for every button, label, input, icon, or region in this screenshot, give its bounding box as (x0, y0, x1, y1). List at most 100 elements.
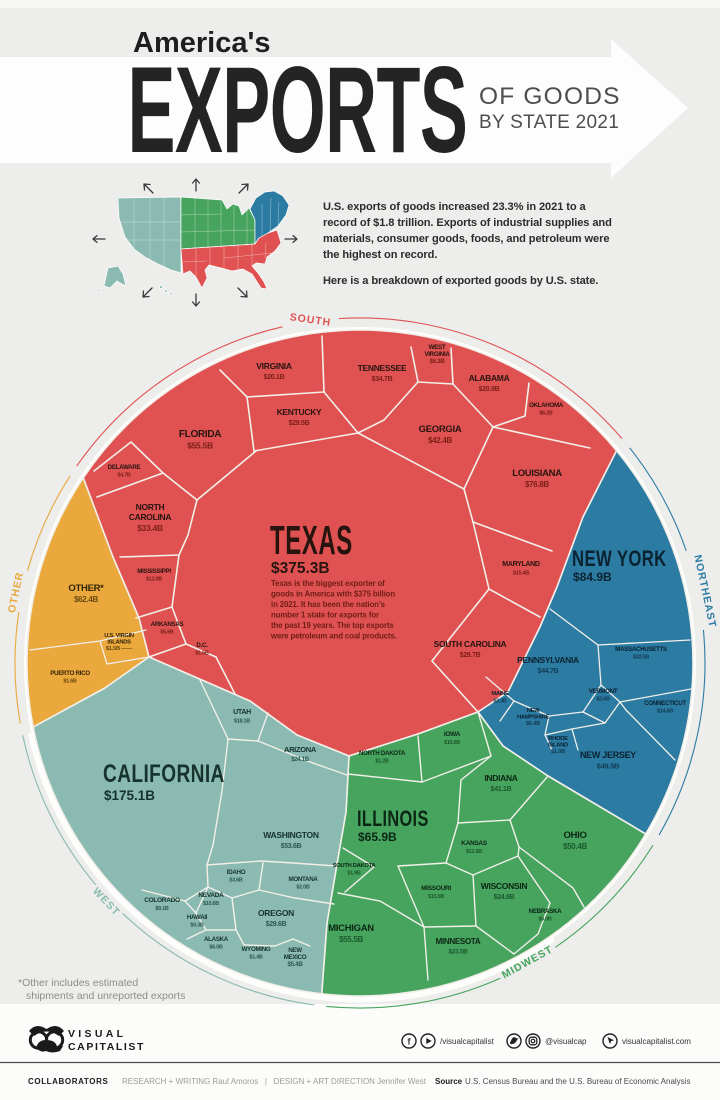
svg-text:*Other includes estimated: *Other includes estimated (18, 977, 138, 989)
svg-text:SOUTH CAROLINA: SOUTH CAROLINA (434, 639, 507, 649)
svg-text:MASSACHUSETTS: MASSACHUSETTS (615, 646, 667, 653)
svg-text:LOUISIANA: LOUISIANA (512, 468, 562, 479)
svg-text:$84.9B: $84.9B (573, 570, 612, 584)
svg-text:the past 19 years. The top exp: the past 19 years. The top exports (271, 621, 394, 630)
svg-text:OHIO: OHIO (563, 830, 586, 841)
svg-text:CAROLINA: CAROLINA (129, 512, 172, 522)
svg-text:$1.9B: $1.9B (347, 870, 361, 876)
svg-text:OF GOODS: OF GOODS (479, 83, 621, 110)
svg-text:$14.6B: $14.6B (657, 709, 673, 715)
svg-text:SOUTH DAKOTA: SOUTH DAKOTA (333, 863, 377, 869)
svg-text:$15.5B: $15.5B (428, 894, 444, 900)
svg-text:materials, consumer goods, foo: materials, consumer goods, foods, and pe… (323, 233, 609, 245)
svg-text:TENNESSEE: TENNESSEE (358, 363, 407, 373)
svg-text:$375.3B: $375.3B (271, 560, 330, 577)
svg-text:VERMONT: VERMONT (589, 688, 618, 695)
svg-text:GEORGIA: GEORGIA (419, 424, 462, 435)
svg-text:ARKANSAS: ARKANSAS (151, 621, 184, 628)
svg-text:$12.6B: $12.6B (466, 849, 482, 855)
svg-text:$9.1B: $9.1B (155, 906, 169, 912)
svg-text:in 2021. It has been the natio: in 2021. It has been the nation's (271, 600, 386, 609)
svg-text:shipments and unreported expor: shipments and unreported exports (26, 990, 185, 1002)
svg-text:NEBRASKA: NEBRASKA (529, 908, 562, 915)
svg-text:goods in America with $375 bil: goods in America with $375 billion (271, 590, 395, 599)
svg-text:PENNSYLVANIA: PENNSYLVANIA (517, 655, 579, 665)
svg-text:NEW: NEW (288, 947, 302, 954)
svg-text:HAMPSHIRE: HAMPSHIRE (517, 715, 550, 721)
svg-text:$76.8B: $76.8B (525, 480, 550, 489)
svg-text:COLORADO: COLORADO (144, 897, 180, 904)
svg-text:CONNECTICUT: CONNECTICUT (644, 700, 686, 707)
svg-text:$62.4B: $62.4B (74, 595, 99, 604)
svg-text:WISCONSIN: WISCONSIN (481, 881, 528, 891)
svg-text:MEXICO: MEXICO (284, 954, 307, 961)
svg-text:$1.5B ——: $1.5B —— (106, 646, 133, 652)
svg-text:NORTH: NORTH (136, 502, 165, 512)
svg-text:$3.6B: $3.6B (229, 878, 243, 884)
svg-text:SOUTH: SOUTH (289, 311, 332, 329)
svg-text:$2.0B: $2.0B (296, 885, 310, 891)
svg-text:$1.5B: $1.5B (195, 651, 209, 657)
svg-text:COLLABORATORS: COLLABORATORS (28, 1077, 108, 1086)
svg-text:$6.3B: $6.3B (429, 358, 445, 365)
svg-text:ALABAMA: ALABAMA (469, 373, 510, 383)
svg-text:$32.5B: $32.5B (633, 655, 649, 661)
svg-text:NEW: NEW (527, 708, 540, 714)
svg-text:America's: America's (133, 27, 270, 59)
svg-text:$44.7B: $44.7B (538, 668, 559, 675)
svg-text:$42.4B: $42.4B (428, 436, 453, 445)
svg-text:MARYLAND: MARYLAND (502, 561, 540, 568)
svg-text:MISSOURI: MISSOURI (421, 885, 451, 892)
svg-text:OKLAHOMA: OKLAHOMA (529, 402, 564, 409)
svg-text:$12.0B: $12.0B (146, 577, 162, 583)
svg-text:$41.1B: $41.1B (491, 786, 512, 793)
svg-text:ISLAND: ISLAND (548, 743, 568, 749)
svg-text:$5.4B: $5.4B (287, 961, 303, 968)
svg-text:record of $1.8 trillion. Expor: record of $1.8 trillion. Exports of indu… (323, 217, 612, 229)
svg-text:NEW JERSEY: NEW JERSEY (580, 750, 636, 760)
svg-text:MICHIGAN: MICHIGAN (328, 923, 374, 934)
svg-text:U.S. exports of goods increase: U.S. exports of goods increased 23.3% in… (323, 201, 587, 213)
svg-text:MINNESOTA: MINNESOTA (436, 937, 481, 946)
svg-text:NEW YORK: NEW YORK (572, 547, 667, 572)
svg-text:HAWAII: HAWAII (187, 914, 208, 921)
svg-text:$55.5B: $55.5B (187, 441, 213, 451)
svg-text:PUERTO RICO: PUERTO RICO (50, 670, 90, 677)
svg-text:$10.6B: $10.6B (203, 901, 219, 907)
svg-text:$18.1B: $18.1B (234, 719, 250, 725)
svg-text:$5.6B: $5.6B (160, 630, 174, 636)
svg-text:RHODE: RHODE (548, 736, 568, 742)
svg-text:TEXAS: TEXAS (270, 519, 353, 564)
svg-text:D.C.: D.C. (196, 642, 208, 649)
svg-text:$1.6B: $1.6B (63, 679, 77, 685)
svg-text:NORTH DAKOTA: NORTH DAKOTA (359, 750, 406, 757)
svg-text:$6.4B: $6.4B (526, 721, 540, 727)
svg-text:$29.6B: $29.6B (266, 921, 287, 928)
svg-text:VIRGINIA: VIRGINIA (424, 351, 450, 358)
svg-text:NEVADA: NEVADA (198, 892, 224, 899)
svg-text:DELAWARE: DELAWARE (108, 464, 141, 471)
svg-text:$20.1B: $20.1B (264, 374, 285, 381)
svg-text:visualcapitalist.com: visualcapitalist.com (622, 1037, 691, 1046)
svg-text:ARIZONA: ARIZONA (284, 745, 317, 754)
svg-text:$4.7B: $4.7B (117, 473, 131, 479)
svg-text:WEST: WEST (429, 344, 446, 351)
svg-text:/visualcapitalist: /visualcapitalist (440, 1037, 495, 1046)
svg-text:ISLANDS: ISLANDS (107, 640, 131, 646)
svg-text:were petroleum and coal produc: were petroleum and coal products. (270, 632, 397, 641)
svg-text:$65.9B: $65.9B (358, 830, 397, 844)
svg-text:KENTUCKY: KENTUCKY (277, 407, 322, 417)
svg-text:ILLINOIS: ILLINOIS (357, 807, 429, 832)
svg-text:BY STATE 2021: BY STATE 2021 (479, 112, 619, 133)
svg-text:$49.5B: $49.5B (597, 762, 620, 771)
svg-text:VIRGINIA: VIRGINIA (256, 361, 292, 371)
svg-text:Texas is the biggest exporter: Texas is the biggest exporter of (271, 579, 385, 588)
svg-text:WASHINGTON: WASHINGTON (263, 830, 319, 840)
svg-text:$34.7B: $34.7B (372, 376, 393, 383)
svg-text:U.S. Census Bureau and the U.S: U.S. Census Bureau and the U.S. Bureau o… (465, 1077, 690, 1086)
svg-text:KANSAS: KANSAS (461, 840, 488, 847)
svg-text:RESEARCH + WRITING Raul Amoros: RESEARCH + WRITING Raul Amoros | DESIGN … (122, 1077, 427, 1086)
svg-text:FLORIDA: FLORIDA (179, 429, 221, 440)
svg-text:IDAHO: IDAHO (227, 869, 246, 876)
svg-text:UTAH: UTAH (233, 709, 251, 716)
